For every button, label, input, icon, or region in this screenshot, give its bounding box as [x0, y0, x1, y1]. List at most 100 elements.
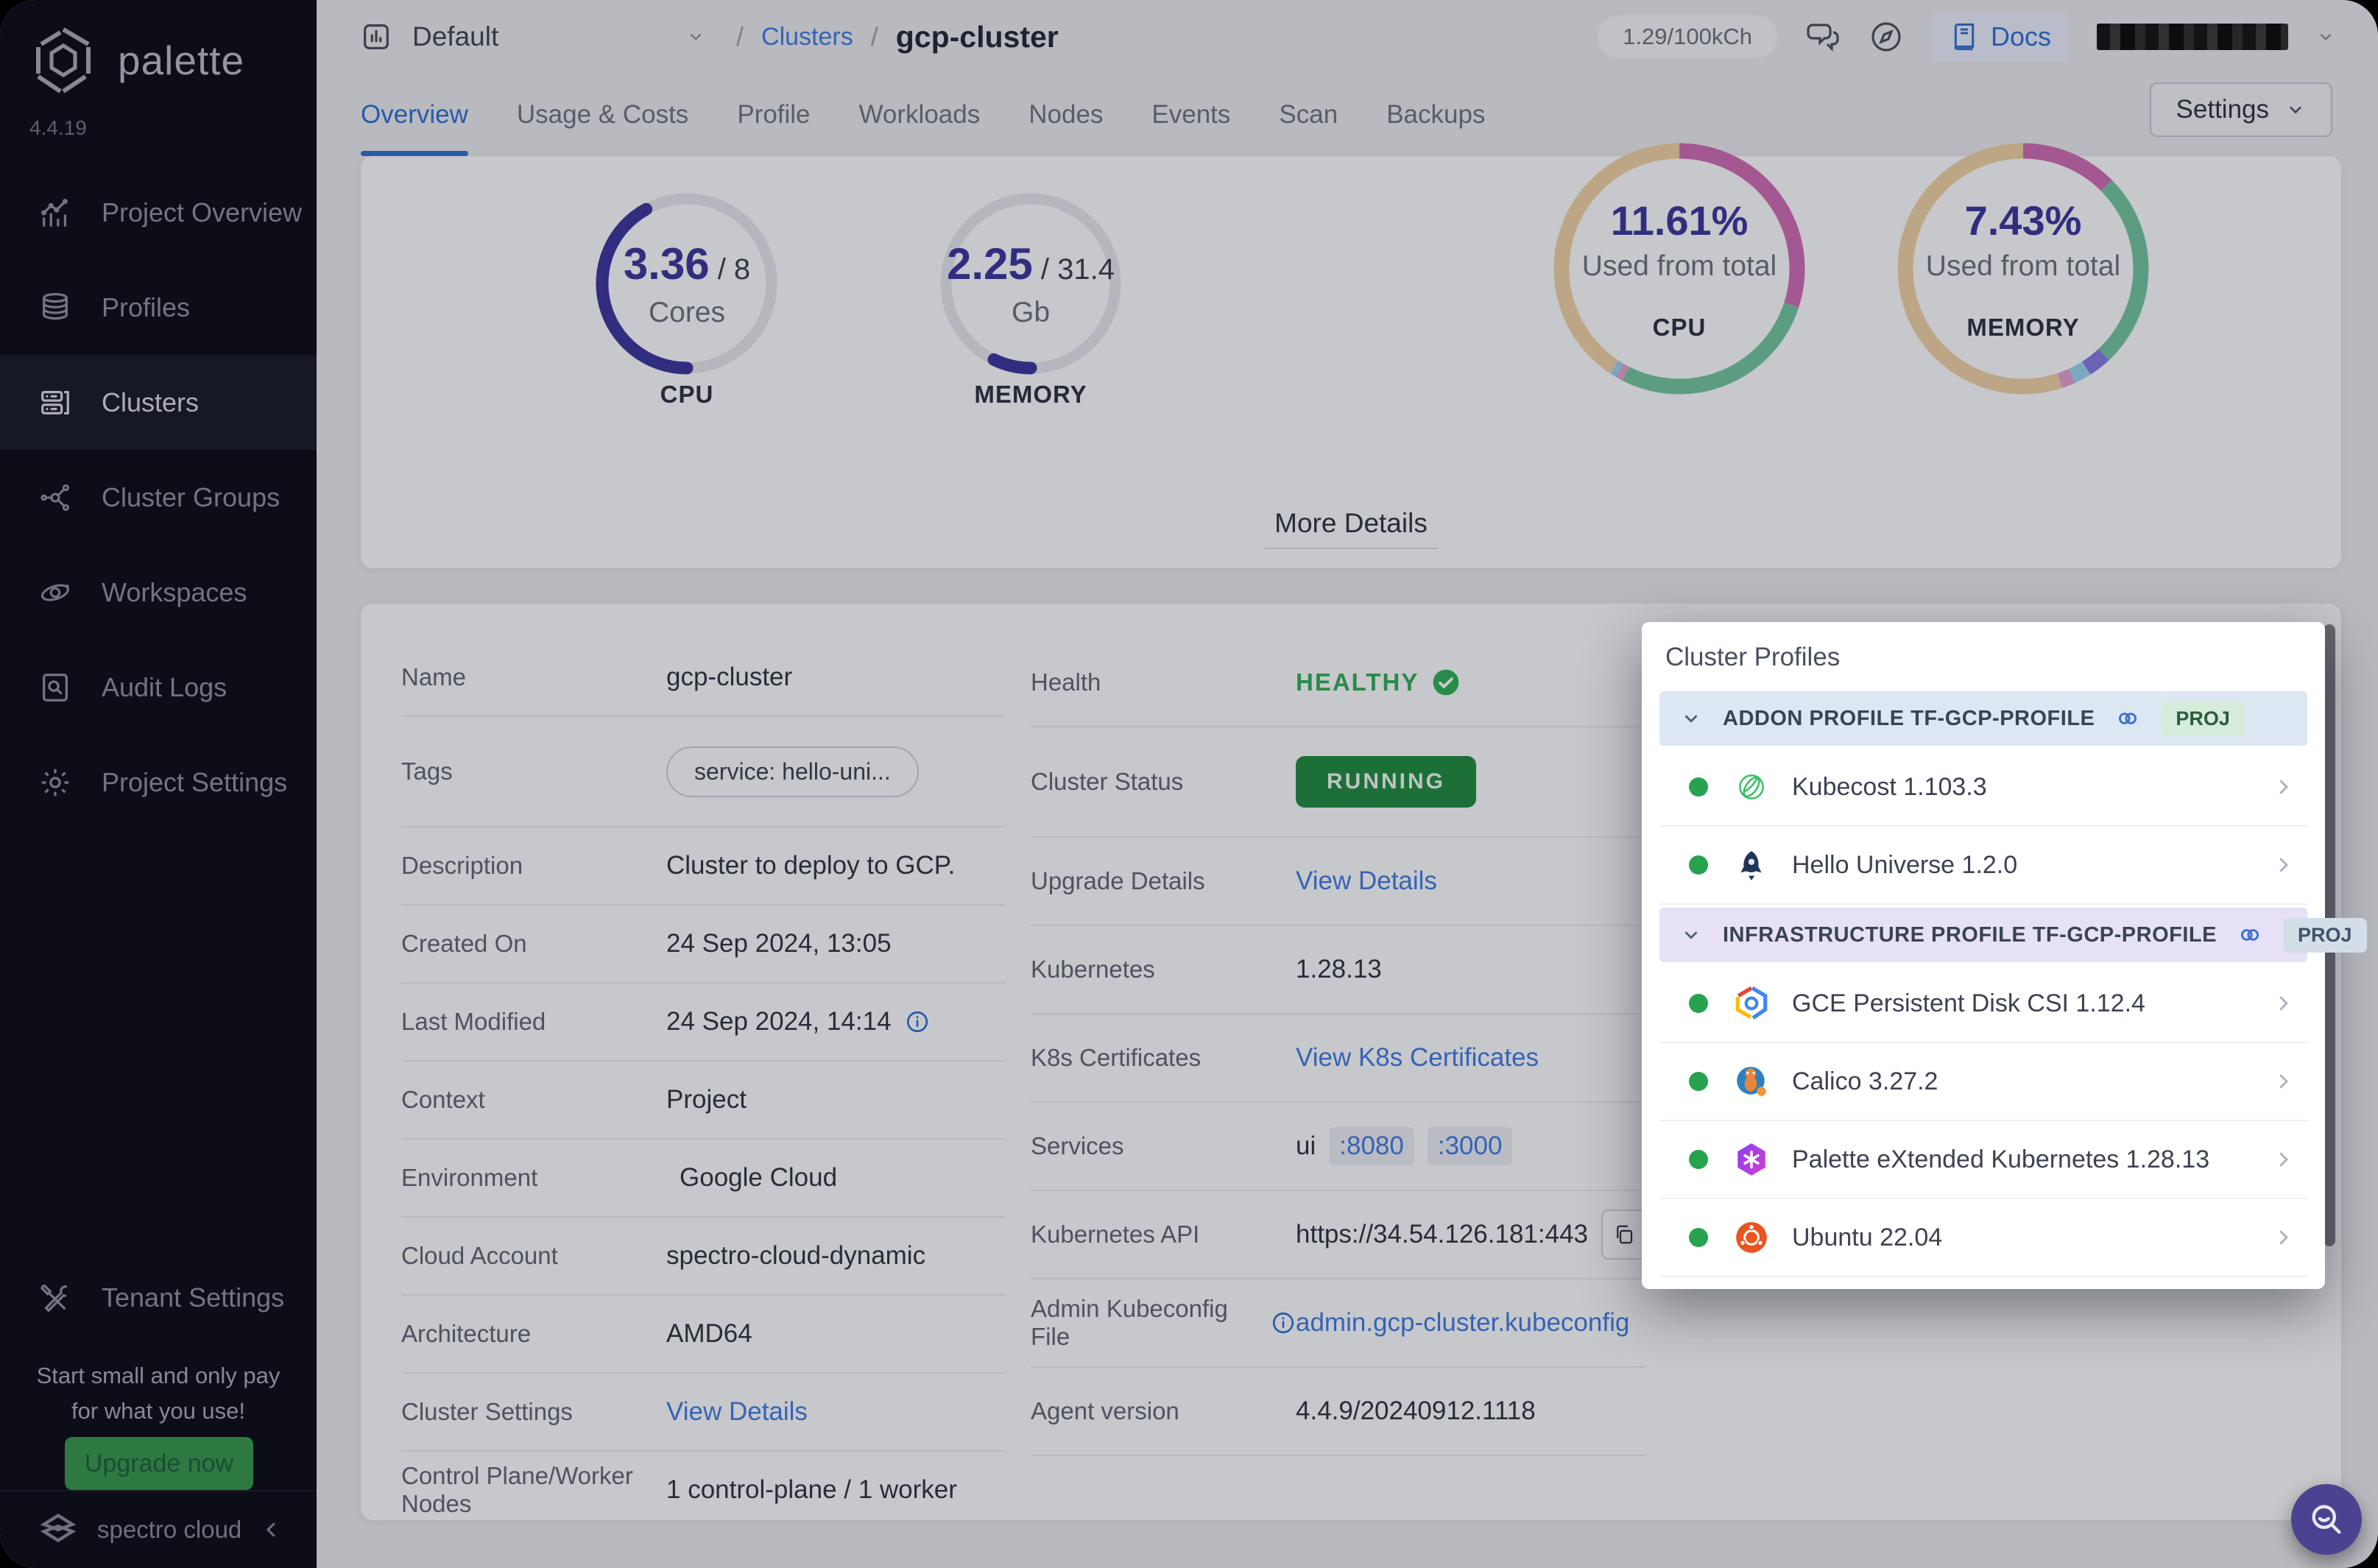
profile-group-header-addon[interactable]: ADDON PROFILE TF-GCP-PROFILE PROJ — [1659, 691, 2307, 746]
sidebar-item-label: Project Overview — [102, 197, 303, 227]
profile-layer-name: Palette eXtended Kubernetes 1.28.13 — [1792, 1145, 2210, 1173]
upgrade-details-link[interactable]: View Details — [1296, 866, 1437, 895]
upgrade-now-button[interactable]: Upgrade now — [65, 1437, 253, 1490]
tab-usage-costs[interactable]: Usage & Costs — [516, 100, 689, 129]
help-compass-icon[interactable] — [1869, 19, 1904, 54]
profile-group-title: INFRASTRUCTURE PROFILE TF-GCP-PROFILE — [1723, 922, 2217, 947]
search-smile-icon — [2312, 1505, 2341, 1534]
detail-row-environment: Environment Google Cloud — [401, 1140, 1005, 1218]
tab-scan[interactable]: Scan — [1279, 100, 1338, 129]
sidebar-item-project-overview[interactable]: Project Overview — [0, 165, 317, 260]
sidebar-collapse-icon[interactable] — [261, 1519, 283, 1541]
profile-layer-gce-persistent-disk-csi-1-12-4[interactable]: GCE Persistent Disk CSI 1.12.4 — [1659, 965, 2307, 1043]
info-icon[interactable] — [1271, 1310, 1296, 1335]
healthy-check-icon — [1432, 668, 1460, 696]
detail-label: Created On — [401, 930, 527, 957]
detail-label: Environment — [401, 1164, 538, 1191]
tab-overview[interactable]: Overview — [361, 74, 468, 156]
more-details-button[interactable]: More Details — [1264, 508, 1438, 549]
chevron-right-icon — [2272, 1070, 2294, 1092]
copy-button[interactable] — [1601, 1209, 1647, 1260]
cluster-profiles-panel: Cluster Profiles ADDON PROFILE TF-GCP-PR… — [1642, 622, 2367, 1289]
tab-nodes[interactable]: Nodes — [1029, 100, 1104, 129]
profile-layer-calico-3-27-2[interactable]: Calico 3.27.2 — [1659, 1043, 2307, 1121]
detail-value: AMD64 — [666, 1319, 752, 1348]
breadcrumb-clusters-link[interactable]: Clusters — [761, 22, 853, 51]
tab-workloads[interactable]: Workloads — [858, 100, 981, 129]
docs-button[interactable]: Docs — [1931, 13, 2069, 61]
sidebar-item-label: Workspaces — [102, 576, 247, 607]
chevron-right-icon — [2272, 992, 2294, 1014]
detail-value: 24 Sep 2024, 13:05 — [666, 929, 892, 958]
service-port-link[interactable]: :3000 — [1427, 1127, 1513, 1165]
sidebar-item-label: Project Settings — [102, 766, 288, 797]
docs-label: Docs — [1990, 21, 2051, 52]
profile-layer-kubecost-1-103-3[interactable]: Kubecost 1.103.3 — [1659, 749, 2307, 827]
spectro-cloud-brand: spectro cloud — [97, 1516, 242, 1543]
sidebar-item-tenant-settings[interactable]: Tenant Settings — [0, 1250, 317, 1345]
sidebar-item-profiles[interactable]: Profiles — [0, 260, 317, 355]
sidebar-item-audit-logs[interactable]: Audit Logs — [0, 640, 317, 735]
sidebar-item-clusters[interactable]: Clusters — [0, 355, 317, 450]
admin-kubeconfig-file-link[interactable]: admin.gcp-cluster.kubeconfig — [1296, 1308, 1630, 1337]
profile-layer-ubuntu-22-04[interactable]: Ubuntu 22.04 — [1659, 1199, 2307, 1277]
detail-row-upgrade-details: Upgrade Details View Details — [1031, 838, 1645, 926]
settings-button[interactable]: Settings — [2149, 82, 2332, 137]
cluster-status-badge: RUNNING — [1296, 756, 1476, 808]
detail-row-architecture: Architecture AMD64 — [401, 1296, 1005, 1374]
chat-icon[interactable] — [1805, 19, 1841, 54]
detail-value: 24 Sep 2024, 14:14 — [666, 1007, 892, 1036]
tab-events[interactable]: Events — [1151, 100, 1231, 129]
profile-layer-palette-extended-kubernetes-1-28-13[interactable]: Palette eXtended Kubernetes 1.28.13 — [1659, 1121, 2307, 1199]
ubuntu-icon — [1733, 1219, 1770, 1256]
sidebar-item-workspaces[interactable]: Workspaces — [0, 545, 317, 640]
detail-value: 4.4.9/20240912.1118 — [1296, 1396, 1536, 1425]
user-menu-chevron-icon[interactable] — [2316, 27, 2335, 46]
detail-label: Tags — [401, 757, 453, 785]
project-selector[interactable]: Default — [359, 20, 705, 54]
detail-label: Context — [401, 1086, 485, 1113]
detail-value: 1.28.13 — [1296, 955, 1382, 983]
tag-pill[interactable]: service: hello-uni... — [666, 746, 919, 797]
detail-label: Upgrade Details — [1031, 867, 1205, 894]
sidebar-item-cluster-groups[interactable]: Cluster Groups — [0, 450, 317, 545]
page-title: gcp-cluster — [895, 19, 1059, 54]
palette-logo-icon — [36, 27, 91, 93]
service-port-link[interactable]: :8080 — [1329, 1127, 1414, 1165]
top-bar: Default / Clusters / gcp-cluster 1.29/10… — [317, 0, 2378, 74]
status-dot — [1689, 1072, 1708, 1091]
tab-profile[interactable]: Profile — [737, 100, 811, 129]
detail-label: Services — [1031, 1132, 1124, 1159]
detail-row-cluster-status: Cluster Status RUNNING — [1031, 727, 1645, 838]
info-icon[interactable] — [905, 1009, 930, 1034]
detail-label: Description — [401, 852, 523, 879]
chevron-right-icon — [2272, 854, 2294, 876]
user-name-redacted[interactable] — [2097, 24, 2288, 50]
chevron-right-icon — [2272, 1148, 2294, 1170]
detail-label: Cluster Settings — [401, 1398, 573, 1425]
status-dot — [1689, 1228, 1708, 1247]
cluster-settings-link[interactable]: View Details — [666, 1397, 808, 1426]
calico-icon — [1733, 1063, 1770, 1100]
sidebar: palette 4.4.19 Project Overview Profiles C… — [0, 0, 317, 1568]
chevron-right-icon — [2272, 776, 2294, 798]
pxk-icon — [1733, 1141, 1770, 1178]
profile-layer-name: Ubuntu 22.04 — [1792, 1223, 1943, 1251]
detail-row-tags: Tags service: hello-uni... — [401, 717, 1005, 827]
profile-layer-hello-universe-1-2-0[interactable]: Hello Universe 1.2.0 — [1659, 827, 2307, 905]
detail-label: Kubernetes API — [1031, 1221, 1200, 1248]
search-fab-button[interactable] — [2291, 1484, 2362, 1555]
k8s-certificates-link[interactable]: View K8s Certificates — [1296, 1043, 1539, 1072]
donut-segments — [1897, 143, 2149, 395]
sidebar-item-label: Profiles — [102, 292, 191, 322]
sidebar-item-label: Audit Logs — [102, 671, 227, 702]
profile-group-header-infra[interactable]: INFRASTRUCTURE PROFILE TF-GCP-PROFILE PR… — [1659, 908, 2367, 962]
sidebar-item-project-settings[interactable]: Project Settings — [0, 735, 317, 830]
chevron-down-icon — [1680, 707, 1702, 730]
detail-row-admin-kubeconfig-file: Admin Kubeconfig File admin.gcp-cluster.k… — [1031, 1279, 1645, 1368]
detail-label: Control Plane/Worker Nodes — [401, 1462, 633, 1517]
detail-label: Last Modified — [401, 1008, 546, 1035]
hello-universe-icon — [1733, 847, 1770, 883]
tab-backups[interactable]: Backups — [1386, 100, 1486, 129]
